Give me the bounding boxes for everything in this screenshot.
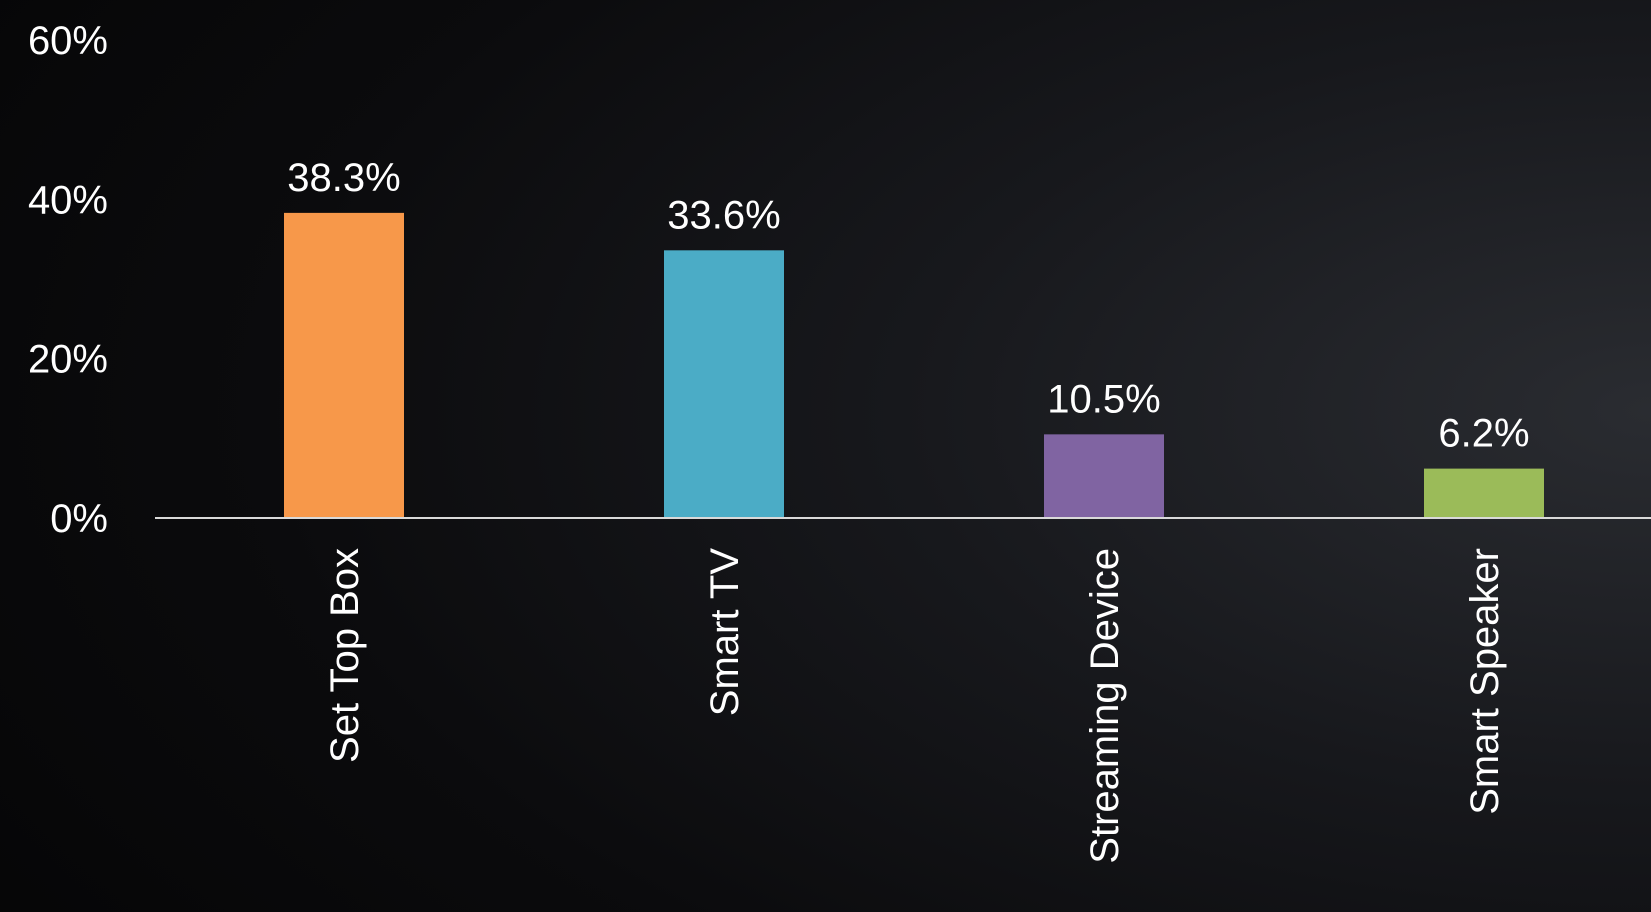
bar-streaming-device bbox=[1044, 434, 1164, 518]
category-label: Smart Speaker bbox=[1463, 548, 1507, 815]
data-label: 10.5% bbox=[1047, 377, 1160, 421]
y-tick-label: 40% bbox=[28, 178, 108, 222]
bar-smart-speaker bbox=[1424, 468, 1544, 518]
category-label: Set Top Box bbox=[323, 548, 367, 763]
y-tick-label: 60% bbox=[28, 19, 108, 63]
category-label: Streaming Device bbox=[1083, 548, 1127, 864]
data-label: 33.6% bbox=[667, 193, 780, 237]
data-label: 6.2% bbox=[1438, 412, 1529, 456]
y-tick-label: 20% bbox=[28, 338, 108, 382]
bar-smart-tv bbox=[664, 250, 784, 518]
data-label: 38.3% bbox=[287, 156, 400, 200]
y-tick-label: 0% bbox=[50, 497, 108, 541]
category-label: Smart TV bbox=[703, 548, 747, 717]
bar-set-top-box bbox=[284, 212, 404, 519]
